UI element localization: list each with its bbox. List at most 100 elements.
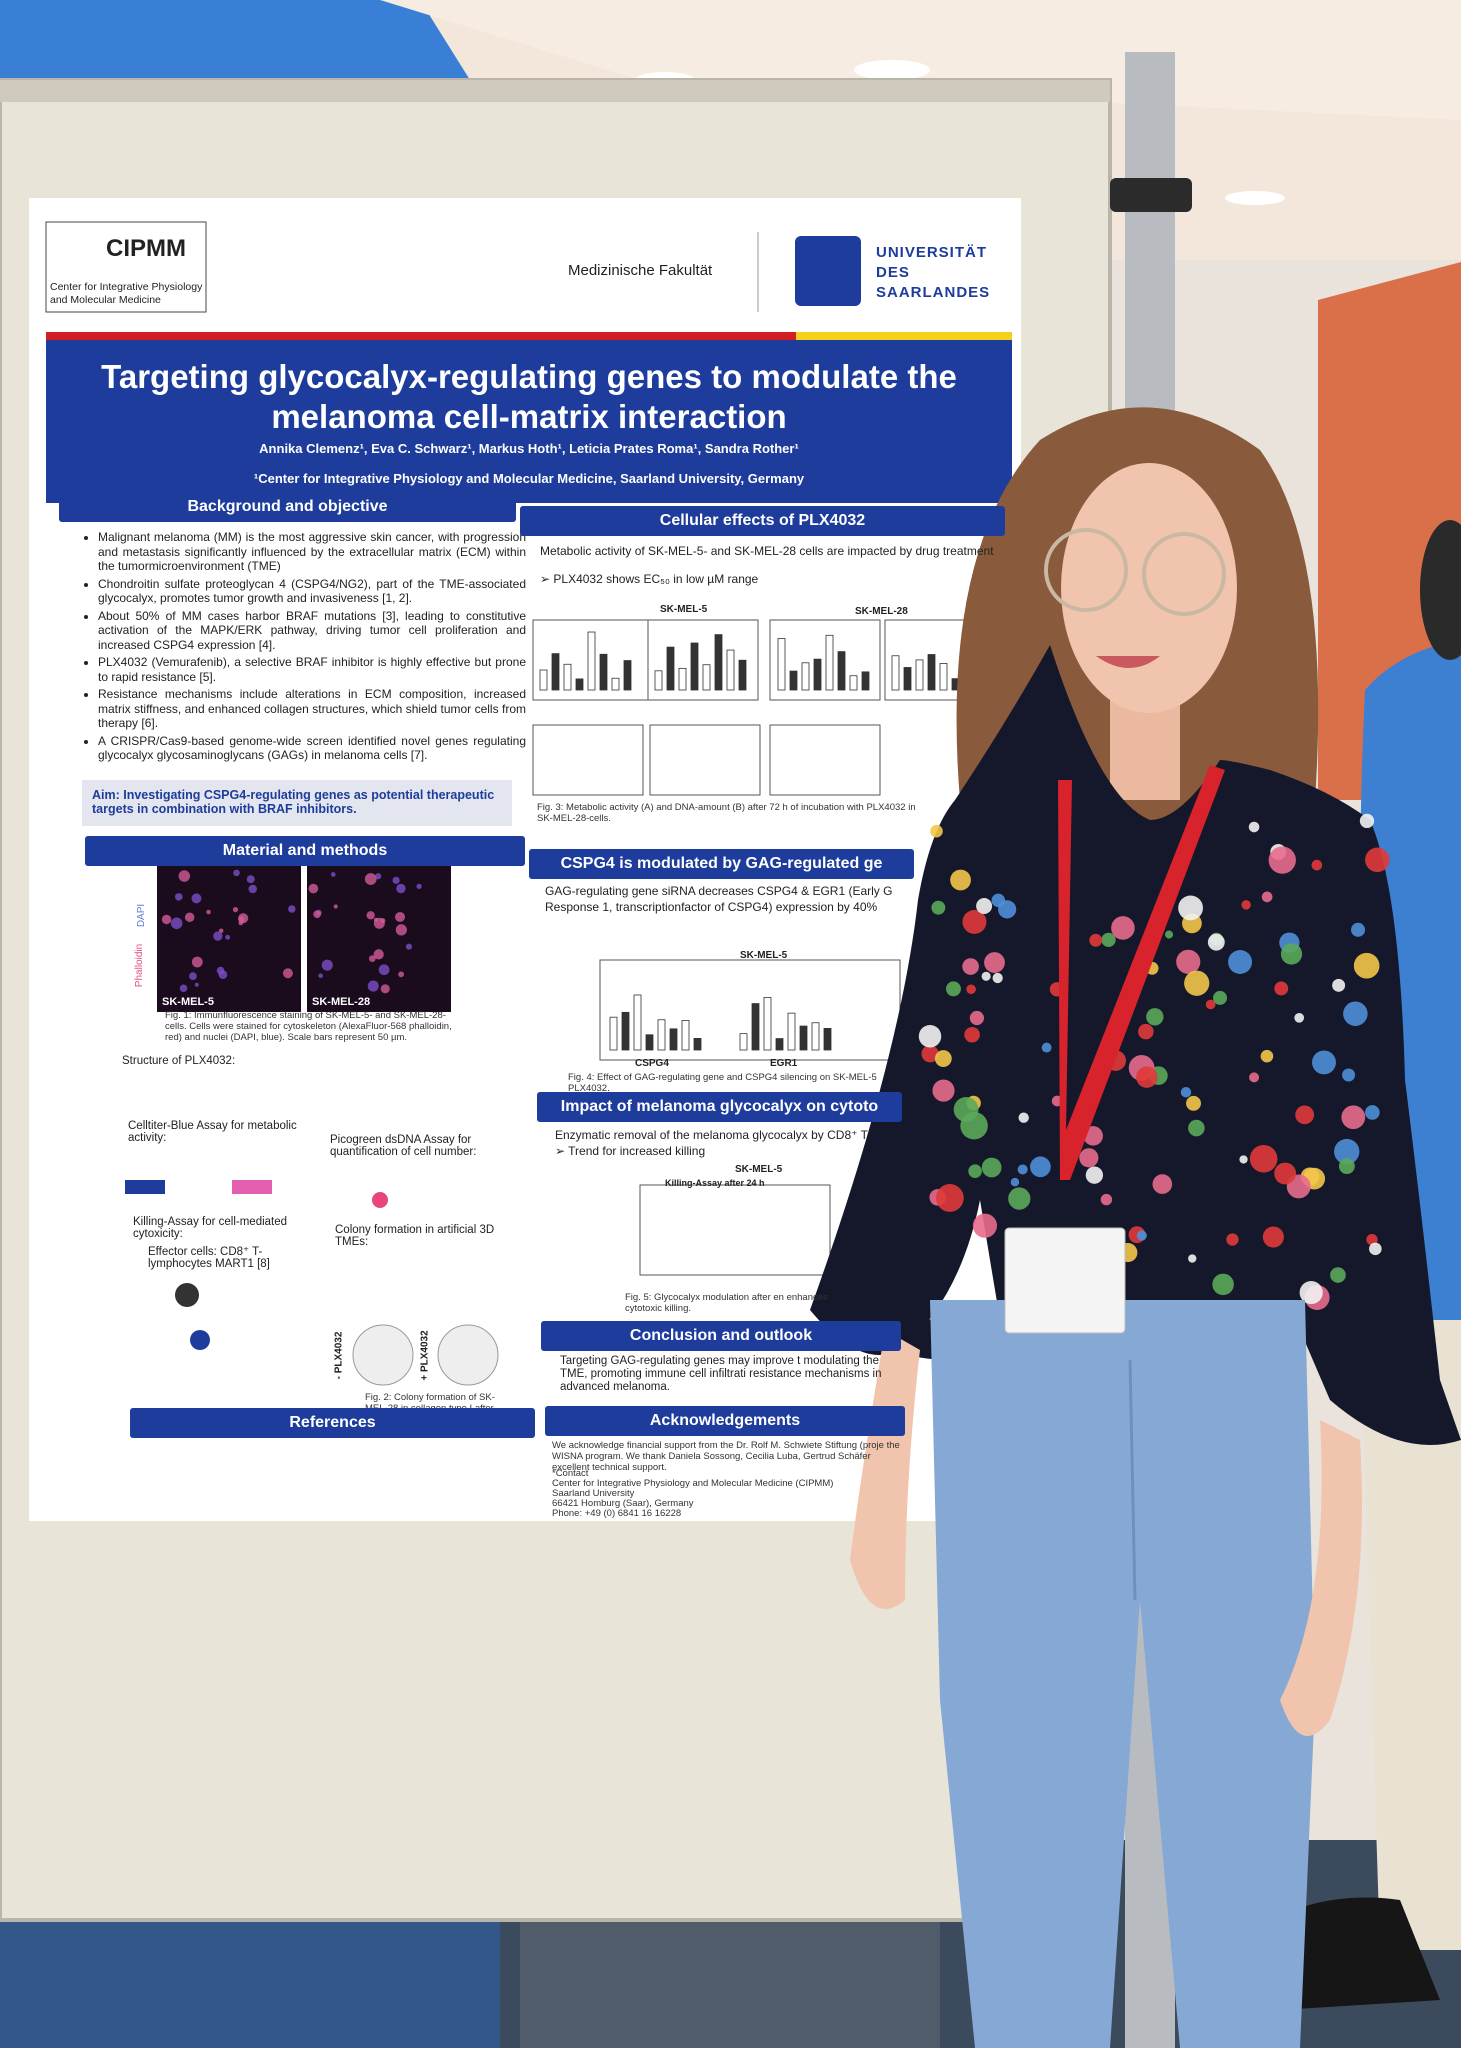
figure-bar — [539, 669, 548, 691]
flower — [962, 909, 987, 934]
flower — [1294, 1012, 1305, 1023]
face — [1061, 463, 1237, 713]
section-heading: Cellular effects of PLX4032 — [520, 506, 1005, 536]
cell-dot — [225, 934, 231, 940]
ceiling-light — [1225, 191, 1285, 205]
flower — [1111, 916, 1135, 940]
flower — [1351, 922, 1366, 937]
panel-label: SK-MEL-5 — [660, 604, 708, 615]
method-item: Effector cells: CD8⁺ T-lymphocytes MART1… — [148, 1246, 270, 1270]
figure-bar — [726, 649, 735, 691]
figure-panel — [647, 619, 759, 701]
flower — [1180, 1086, 1192, 1098]
flower — [1241, 900, 1251, 910]
authors: Annika Clemenz¹, Eva C. Schwarz¹, Markus… — [259, 441, 799, 456]
cell-dot — [405, 943, 413, 950]
flower — [918, 1025, 942, 1048]
flower — [1338, 1158, 1355, 1175]
cell-label: SK-MEL-28 — [312, 996, 371, 1008]
cell-label: SK-MEL-5 — [162, 996, 214, 1008]
flower — [1176, 949, 1201, 974]
body-text: Enzymatic removal of the melanoma glycoc… — [555, 1128, 868, 1142]
cell-dot — [288, 905, 296, 913]
blouse — [810, 645, 1461, 1445]
flower — [1249, 1072, 1260, 1083]
flower — [1138, 1023, 1154, 1040]
figure-bar — [657, 1019, 666, 1051]
cell-dot — [174, 893, 183, 901]
body-text: We acknowledge financial support from th… — [552, 1440, 900, 1473]
figure-bar — [633, 994, 642, 1051]
figure-bar — [714, 634, 723, 691]
body-text: ➢ Trend for increased killing — [555, 1144, 706, 1158]
cell-dot — [282, 968, 293, 979]
cell-dot — [184, 912, 195, 922]
cell-dot — [392, 876, 400, 884]
figure-bar — [666, 646, 675, 691]
figure-bar — [681, 1020, 690, 1051]
petri-dish — [437, 1324, 499, 1386]
figure-bar — [813, 658, 822, 691]
figure-bar — [551, 653, 560, 691]
figure-bar — [587, 631, 596, 691]
flower — [981, 971, 991, 981]
assay-icon — [232, 1180, 272, 1194]
flower — [962, 958, 979, 975]
aim: Aim: Investigating CSPG4-regulating gene… — [92, 788, 495, 816]
figure-bar — [690, 642, 699, 691]
logo-frame — [45, 221, 207, 313]
cell-dot — [378, 964, 390, 976]
figure-panel — [532, 724, 644, 796]
figure-bar — [849, 675, 858, 691]
university-name: UNIVERSITÄT — [876, 244, 988, 261]
pole-clamp — [1110, 178, 1192, 212]
flower — [1332, 978, 1346, 992]
figure-panel — [639, 1184, 831, 1276]
flower — [1311, 859, 1323, 871]
figure-bar — [763, 997, 772, 1051]
flower — [1248, 821, 1260, 833]
flower — [1085, 1166, 1104, 1184]
body-text: Response 1, transcriptionfactor of CSPG4… — [545, 900, 878, 914]
figure-panel — [649, 724, 761, 796]
flower — [1017, 1164, 1028, 1175]
flower — [1226, 1233, 1239, 1246]
flower — [998, 900, 1017, 919]
figure-bar — [939, 663, 948, 691]
stripe-red — [46, 332, 796, 340]
figure-bar — [787, 1012, 796, 1051]
flower — [1295, 1105, 1315, 1125]
faculty: Medizinische Fakultät — [568, 262, 713, 279]
section-heading: References — [130, 1408, 535, 1438]
flower — [1213, 990, 1228, 1005]
figure-bar — [611, 677, 620, 691]
right-arm — [1280, 1420, 1362, 1736]
method-item: Killing-Assay for cell-mediated cytoxici… — [133, 1216, 288, 1240]
flower — [1268, 846, 1296, 874]
flower — [1365, 847, 1390, 873]
cell-dot — [333, 904, 338, 909]
figure-bar — [621, 1011, 630, 1051]
cell-dot — [380, 984, 390, 994]
cell-dot — [161, 914, 172, 925]
university-name: SAARLANDES — [876, 284, 991, 301]
method-item: Colony formation in artificial 3D TMEs: — [335, 1224, 495, 1248]
bullet: Chondroitin sulfate proteoglycan 4 (CSPG… — [98, 577, 526, 606]
flower — [960, 1111, 988, 1140]
cell-dot — [364, 873, 377, 885]
flower — [945, 981, 961, 997]
aim-box — [82, 780, 512, 826]
flower — [1353, 952, 1380, 979]
figure-bar — [799, 1025, 808, 1051]
cell-dot — [373, 949, 384, 960]
jeans — [930, 1300, 1315, 2048]
flower — [934, 1050, 952, 1067]
figure-bar — [861, 671, 870, 691]
flower — [1262, 1226, 1284, 1248]
flower — [932, 1079, 955, 1102]
figure-bar — [751, 1003, 760, 1051]
figure-bar — [837, 651, 846, 691]
flower — [1101, 932, 1116, 947]
flower — [1359, 813, 1375, 829]
